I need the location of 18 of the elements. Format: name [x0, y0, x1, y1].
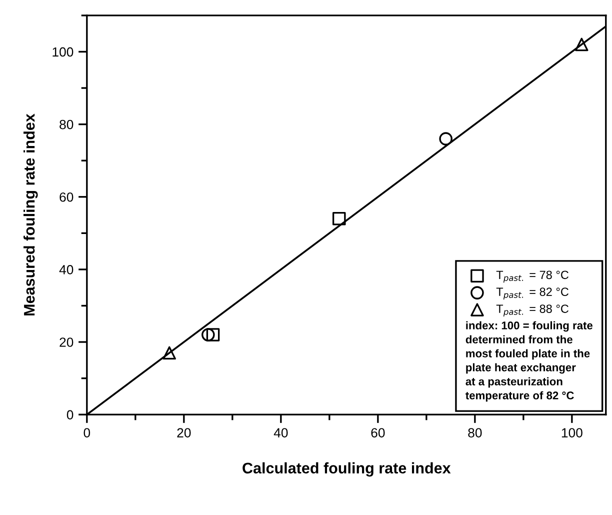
x-tick-label: 60 [371, 428, 385, 438]
annotation: index: 100 = fouling rate determined from the most fouled plate in the plate heat exchanger at a pasteurization temperature of 82 °C [466, 321, 593, 402]
y-axis-title: Measured fouling rate index [24, 114, 38, 316]
legend-label: T$_{past.}$ = 88 °C [496, 304, 568, 316]
x-tick-label: 100 [562, 428, 582, 438]
y-tick-label: 60 [60, 192, 74, 202]
y-tick-label: 100 [52, 47, 74, 57]
x-tick-label: 40 [274, 428, 288, 438]
x-tick-label: 80 [468, 428, 482, 438]
y-tick-label: 80 [60, 120, 74, 130]
legend-label: T$_{past.}$ = 82 °C [496, 288, 568, 300]
x-tick-label: 20 [177, 428, 191, 438]
y-tick-label: 20 [60, 338, 74, 347]
y-tick-label: 0 [66, 410, 74, 420]
legend-label: T$_{past.}$ = 78 °C [496, 270, 568, 283]
y-tick-label: 40 [59, 265, 74, 274]
x-axis-title: Calculated fouling rate index [242, 462, 451, 477]
x-tick-label: 0 [84, 428, 90, 438]
